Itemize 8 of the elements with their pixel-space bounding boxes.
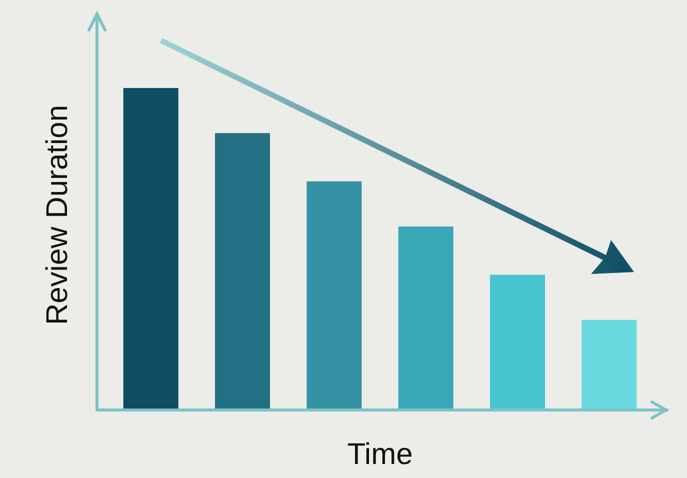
- bar: [215, 133, 270, 410]
- bar: [398, 226, 454, 410]
- bar: [123, 88, 178, 410]
- y-axis-title: Review Duration: [41, 104, 75, 326]
- bar: [490, 274, 545, 410]
- bar: [582, 320, 637, 410]
- x-axis-title: Time: [347, 438, 413, 472]
- bar: [306, 181, 362, 410]
